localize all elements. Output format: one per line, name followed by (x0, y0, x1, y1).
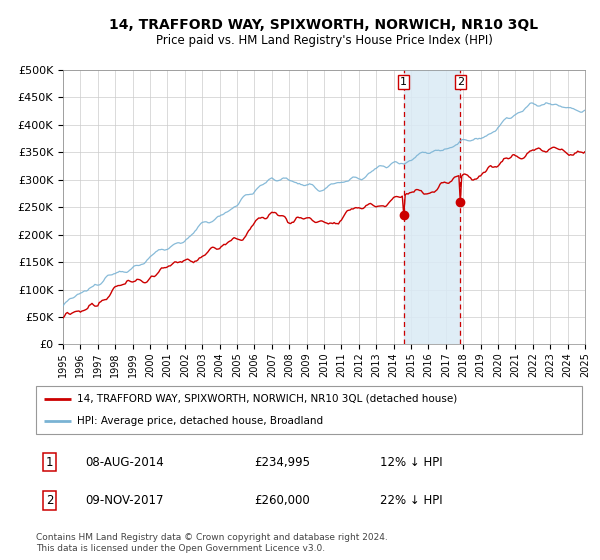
Text: 14, TRAFFORD WAY, SPIXWORTH, NORWICH, NR10 3QL: 14, TRAFFORD WAY, SPIXWORTH, NORWICH, NR… (109, 18, 539, 32)
Text: 22% ↓ HPI: 22% ↓ HPI (380, 494, 443, 507)
Text: £234,995: £234,995 (254, 456, 310, 469)
Text: 1: 1 (400, 77, 407, 87)
Text: Price paid vs. HM Land Registry's House Price Index (HPI): Price paid vs. HM Land Registry's House … (155, 34, 493, 46)
Text: 14, TRAFFORD WAY, SPIXWORTH, NORWICH, NR10 3QL (detached house): 14, TRAFFORD WAY, SPIXWORTH, NORWICH, NR… (77, 394, 457, 404)
Text: 2: 2 (457, 77, 464, 87)
Text: 2: 2 (46, 494, 53, 507)
Text: 08-AUG-2014: 08-AUG-2014 (85, 456, 164, 469)
Bar (404, 70, 460, 344)
Text: £260,000: £260,000 (254, 494, 310, 507)
Text: 1: 1 (46, 456, 53, 469)
Text: HPI: Average price, detached house, Broadland: HPI: Average price, detached house, Broa… (77, 416, 323, 426)
Text: 12% ↓ HPI: 12% ↓ HPI (380, 456, 443, 469)
Text: Contains HM Land Registry data © Crown copyright and database right 2024.
This d: Contains HM Land Registry data © Crown c… (36, 533, 388, 553)
Text: 09-NOV-2017: 09-NOV-2017 (85, 494, 164, 507)
